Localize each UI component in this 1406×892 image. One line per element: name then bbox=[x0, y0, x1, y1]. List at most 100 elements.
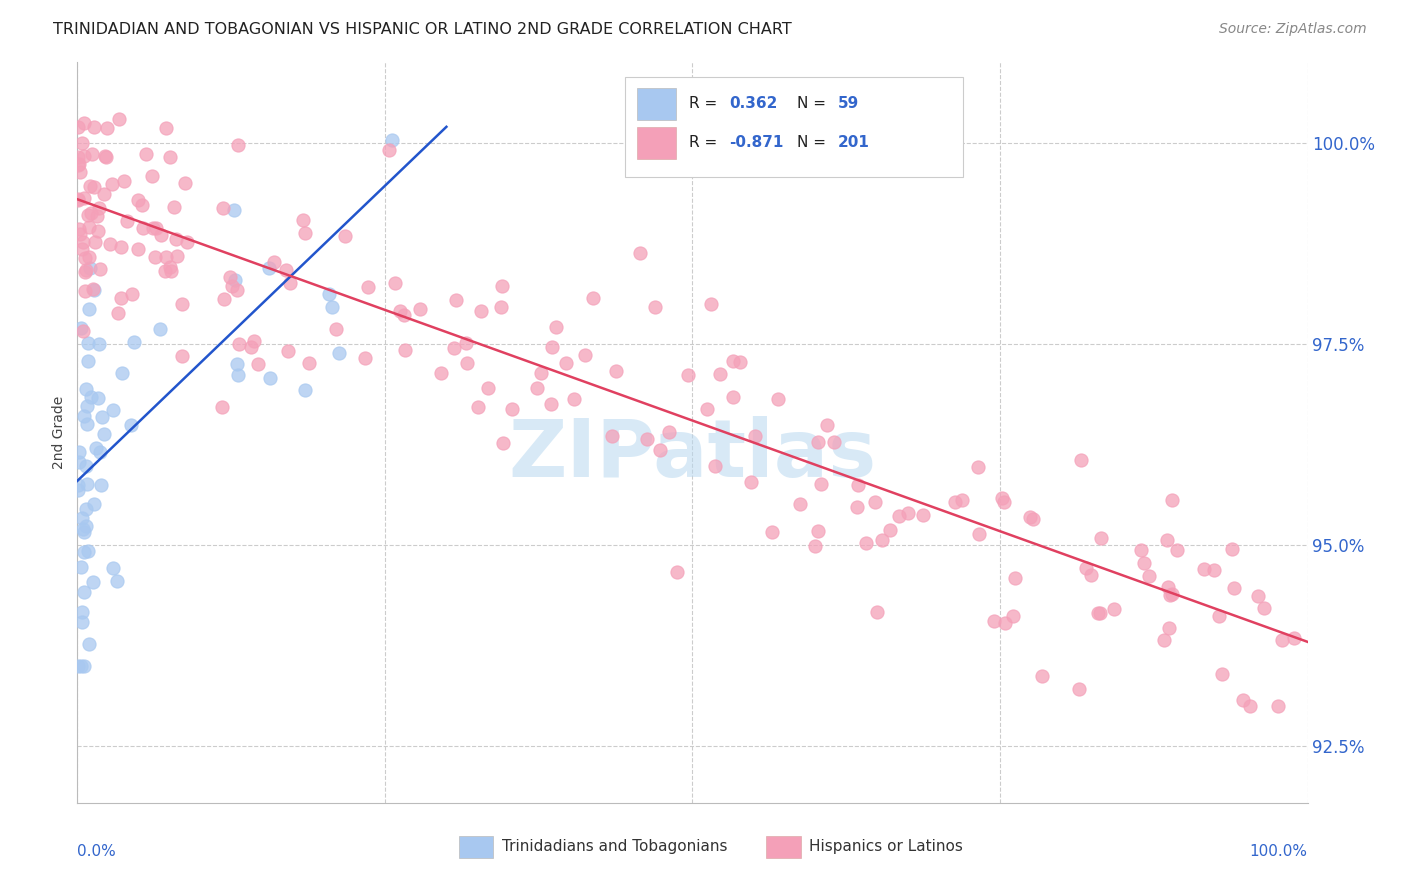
Point bbox=[676, 368, 699, 382]
Point bbox=[127, 243, 149, 257]
Point bbox=[67, 157, 90, 171]
FancyBboxPatch shape bbox=[624, 78, 963, 178]
Point bbox=[82, 574, 104, 589]
Point bbox=[456, 335, 478, 350]
Point bbox=[555, 355, 578, 369]
Point bbox=[703, 458, 725, 473]
FancyBboxPatch shape bbox=[637, 127, 676, 159]
Point bbox=[993, 495, 1015, 509]
Text: R =: R = bbox=[689, 95, 721, 111]
Point bbox=[159, 264, 181, 278]
Point bbox=[335, 229, 357, 244]
Point bbox=[163, 200, 186, 214]
Point bbox=[127, 193, 149, 207]
Point bbox=[76, 209, 98, 223]
Point bbox=[73, 659, 96, 673]
Point bbox=[636, 432, 658, 446]
Point bbox=[73, 585, 96, 599]
Point bbox=[766, 392, 789, 406]
Point bbox=[467, 400, 489, 414]
Point bbox=[239, 340, 262, 354]
Point bbox=[1153, 633, 1175, 648]
Point bbox=[80, 205, 103, 219]
Point bbox=[141, 169, 163, 183]
Point bbox=[1247, 590, 1270, 604]
Point bbox=[67, 159, 90, 173]
Point bbox=[70, 511, 93, 525]
Point bbox=[492, 435, 515, 450]
Text: 0.0%: 0.0% bbox=[77, 844, 117, 858]
Point bbox=[155, 263, 177, 277]
Point bbox=[82, 146, 104, 161]
Point bbox=[392, 308, 415, 322]
Point bbox=[983, 615, 1005, 629]
Point bbox=[79, 261, 101, 276]
Text: -0.871: -0.871 bbox=[730, 135, 783, 150]
Point bbox=[1031, 669, 1053, 683]
Point bbox=[93, 427, 115, 442]
Point bbox=[1004, 571, 1026, 585]
Point bbox=[1208, 609, 1230, 624]
Text: Hispanics or Latinos: Hispanics or Latinos bbox=[810, 839, 963, 854]
Point bbox=[389, 304, 412, 318]
Point bbox=[69, 445, 91, 459]
Point bbox=[67, 192, 90, 206]
Point bbox=[1080, 568, 1102, 582]
Point bbox=[1070, 453, 1092, 467]
Point bbox=[489, 300, 512, 314]
Point bbox=[70, 560, 93, 574]
Point bbox=[1159, 588, 1181, 602]
Point bbox=[155, 251, 177, 265]
Point bbox=[470, 304, 492, 318]
Point bbox=[1253, 601, 1275, 615]
Point bbox=[807, 524, 830, 538]
Point bbox=[150, 227, 173, 242]
Point bbox=[70, 243, 93, 257]
Point bbox=[69, 227, 91, 242]
Point bbox=[73, 409, 96, 423]
Point bbox=[1157, 621, 1180, 635]
Text: TRINIDADIAN AND TOBAGONIAN VS HISPANIC OR LATINO 2ND GRADE CORRELATION CHART: TRINIDADIAN AND TOBAGONIAN VS HISPANIC O… bbox=[53, 22, 792, 37]
Point bbox=[804, 539, 827, 553]
Point bbox=[155, 120, 177, 135]
Point bbox=[83, 283, 105, 297]
Point bbox=[1192, 561, 1215, 575]
Point bbox=[94, 149, 117, 163]
Point bbox=[75, 265, 97, 279]
Point bbox=[761, 524, 783, 539]
Point bbox=[1087, 606, 1109, 620]
Point bbox=[72, 522, 94, 536]
Point bbox=[83, 235, 105, 250]
Point bbox=[709, 367, 731, 381]
Point bbox=[101, 177, 124, 191]
Point bbox=[79, 220, 101, 235]
Point bbox=[384, 277, 406, 291]
Point bbox=[644, 300, 666, 314]
Point bbox=[721, 354, 744, 368]
Point bbox=[1067, 681, 1090, 696]
Point bbox=[1022, 511, 1045, 525]
Point bbox=[87, 391, 110, 405]
Point bbox=[77, 302, 100, 317]
Point bbox=[1267, 699, 1289, 714]
Point bbox=[526, 381, 548, 395]
Point bbox=[69, 320, 91, 334]
Text: 100.0%: 100.0% bbox=[1250, 844, 1308, 858]
Point bbox=[1076, 561, 1098, 575]
Point bbox=[408, 302, 430, 317]
Point bbox=[75, 502, 97, 516]
Point bbox=[69, 165, 91, 179]
Point bbox=[943, 495, 966, 509]
Point bbox=[1232, 692, 1254, 706]
Point bbox=[1202, 563, 1225, 577]
Point bbox=[228, 336, 250, 351]
Point bbox=[132, 220, 155, 235]
Point bbox=[1223, 581, 1246, 595]
Point bbox=[98, 237, 121, 252]
Point bbox=[107, 112, 129, 127]
Point bbox=[562, 392, 585, 407]
Point bbox=[87, 201, 110, 215]
Point bbox=[159, 150, 181, 164]
Point bbox=[67, 120, 90, 135]
Point bbox=[70, 136, 93, 150]
